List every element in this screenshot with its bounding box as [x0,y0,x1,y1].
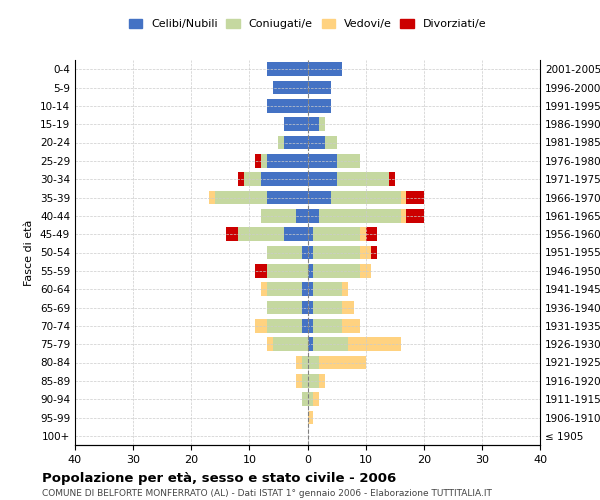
Bar [313,392,319,406]
Bar [313,246,360,260]
Bar [267,99,308,112]
Bar [313,264,360,278]
Bar [308,282,313,296]
Bar [313,282,343,296]
Bar [319,209,401,222]
Bar [267,300,302,314]
Bar [267,282,302,296]
Bar [215,190,267,204]
Bar [261,172,308,186]
Bar [209,190,215,204]
Bar [302,356,308,370]
Bar [267,264,308,278]
Bar [308,62,343,76]
Bar [302,246,308,260]
Bar [308,209,319,222]
Bar [360,246,371,260]
Bar [238,172,244,186]
Bar [308,319,313,332]
Bar [308,228,313,241]
Bar [308,136,325,149]
Text: Popolazione per età, sesso e stato civile - 2006: Popolazione per età, sesso e stato civil… [42,472,396,485]
Bar [244,172,261,186]
Bar [313,319,343,332]
Bar [337,154,360,168]
Bar [296,209,308,222]
Bar [255,154,261,168]
Y-axis label: Fasce di età: Fasce di età [25,220,34,286]
Bar [348,338,401,351]
Bar [360,264,371,278]
Bar [302,319,308,332]
Bar [406,190,424,204]
Bar [337,172,389,186]
Bar [401,190,406,204]
Bar [308,118,319,131]
Bar [406,209,424,222]
Bar [284,136,308,149]
Bar [267,338,272,351]
Bar [302,282,308,296]
Text: COMUNE DI BELFORTE MONFERRATO (AL) - Dati ISTAT 1° gennaio 2006 - Elaborazione T: COMUNE DI BELFORTE MONFERRATO (AL) - Dat… [42,488,492,498]
Bar [365,228,377,241]
Bar [343,319,360,332]
Bar [343,300,354,314]
Bar [255,264,267,278]
Bar [267,319,302,332]
Bar [319,374,325,388]
Bar [308,190,331,204]
Bar [319,356,365,370]
Bar [272,80,308,94]
Bar [308,356,319,370]
Bar [308,374,319,388]
Bar [308,80,331,94]
Bar [331,190,401,204]
Bar [308,338,313,351]
Bar [360,228,365,241]
Bar [296,356,302,370]
Bar [302,392,308,406]
Bar [272,338,308,351]
Bar [267,62,308,76]
Bar [302,374,308,388]
Bar [278,136,284,149]
Bar [238,228,284,241]
Bar [261,154,267,168]
Bar [226,228,238,241]
Bar [308,264,313,278]
Bar [267,190,308,204]
Bar [308,392,313,406]
Bar [267,154,308,168]
Bar [284,228,308,241]
Bar [308,172,337,186]
Bar [308,154,337,168]
Legend: Celibi/Nubili, Coniugati/e, Vedovi/e, Divorziati/e: Celibi/Nubili, Coniugati/e, Vedovi/e, Di… [125,16,490,32]
Bar [302,300,308,314]
Bar [389,172,395,186]
Bar [267,246,302,260]
Bar [308,99,331,112]
Bar [296,374,302,388]
Bar [325,136,337,149]
Bar [313,300,343,314]
Bar [343,282,348,296]
Bar [284,118,308,131]
Bar [401,209,406,222]
Bar [261,209,296,222]
Bar [255,319,267,332]
Bar [319,118,325,131]
Bar [308,410,313,424]
Bar [308,246,313,260]
Bar [308,300,313,314]
Bar [313,228,360,241]
Bar [261,282,267,296]
Bar [313,338,348,351]
Bar [371,246,377,260]
